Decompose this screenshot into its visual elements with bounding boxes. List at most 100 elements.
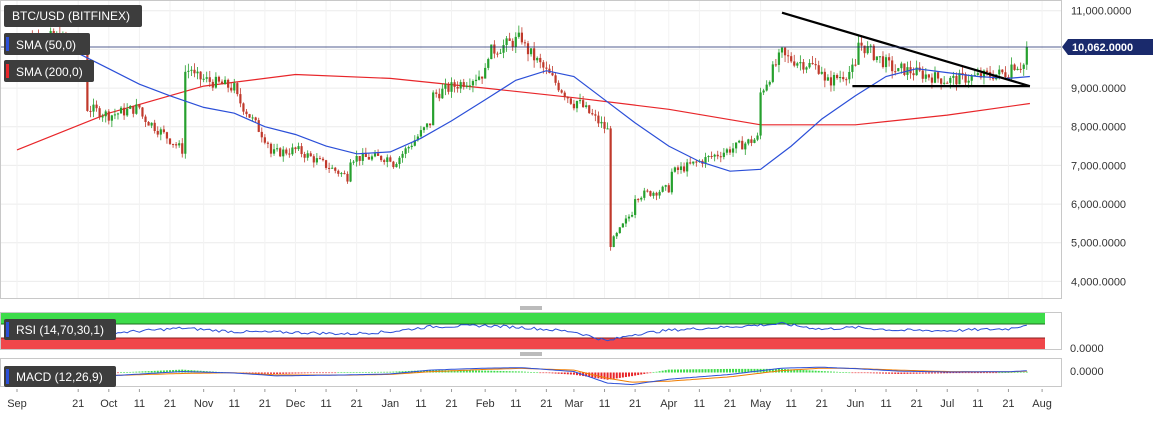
candle-body xyxy=(334,168,336,171)
macd-hist-bar xyxy=(613,373,615,379)
candle-body xyxy=(812,63,814,64)
candle-body xyxy=(120,108,122,114)
sma-50-legend[interactable]: SMA (50,0) xyxy=(4,33,90,55)
candle-body xyxy=(444,84,446,89)
macd-hist-bar xyxy=(732,369,734,373)
macd-legend[interactable]: MACD (12,26,9) xyxy=(4,366,116,387)
macd-hist-bar xyxy=(307,373,309,374)
macd-hist-bar xyxy=(1026,372,1028,373)
candle-body xyxy=(652,193,654,196)
macd-hist-bar xyxy=(931,373,933,374)
candle-body xyxy=(842,77,844,79)
macd-hist-bar xyxy=(1007,372,1009,373)
macd-hist-bar xyxy=(995,373,997,374)
candle-body xyxy=(659,192,661,196)
candle-body xyxy=(288,154,290,155)
candle-body xyxy=(457,87,459,89)
candle-body xyxy=(665,185,667,187)
candle-body xyxy=(371,156,373,159)
candle-body xyxy=(441,89,443,99)
candle-body xyxy=(478,77,480,80)
macd-hist-bar xyxy=(848,372,850,373)
candle-body xyxy=(92,105,94,112)
macd-hist-bar xyxy=(368,372,370,373)
macd-hist-bar xyxy=(631,373,633,377)
candle-body xyxy=(484,68,486,79)
macd-hist-bar xyxy=(925,373,927,374)
candle-body xyxy=(818,65,820,74)
candle-body xyxy=(744,144,746,150)
macd-hist-bar xyxy=(123,372,125,373)
macd-hist-bar xyxy=(322,373,324,374)
macd-hist-bar xyxy=(301,373,303,374)
candle-body xyxy=(1010,65,1012,79)
candle-body xyxy=(805,67,807,69)
macd-hist-bar xyxy=(665,370,667,372)
macd-hist-bar xyxy=(937,373,939,374)
macd-hist-bar xyxy=(475,371,477,373)
macd-hist-bar xyxy=(992,373,994,374)
candle-body xyxy=(830,77,832,85)
macd-hist-bar xyxy=(478,371,480,373)
candle-body xyxy=(392,162,394,167)
candle-body xyxy=(860,43,862,46)
y-tick-label: 5,000.0000 xyxy=(1071,238,1126,250)
macd-hist-bar xyxy=(726,369,728,373)
macd-hist-bar xyxy=(894,373,896,374)
candle-body xyxy=(551,73,553,75)
macd-hist-bar xyxy=(867,373,869,374)
candle-body xyxy=(741,141,743,150)
price-plot-area xyxy=(1,1,1062,299)
candle-body xyxy=(294,147,296,149)
macd-hist-bar xyxy=(356,372,358,373)
candle-body xyxy=(711,156,713,157)
candle-body xyxy=(539,58,541,62)
chart-title-box[interactable]: BTC/USD (BITFINEX) xyxy=(4,5,142,27)
candle-body xyxy=(353,162,355,163)
macd-hist-bar xyxy=(570,373,572,375)
macd-hist-bar xyxy=(701,369,703,372)
macd-hist-bar xyxy=(304,373,306,374)
candle-body xyxy=(502,45,504,53)
x-tick-label: 11 xyxy=(134,398,145,410)
candle-body xyxy=(937,72,939,78)
candle-body xyxy=(934,72,936,82)
candle-body xyxy=(756,136,758,140)
candle-body xyxy=(138,104,140,107)
candle-body xyxy=(331,168,333,169)
macd-hist-bar xyxy=(567,373,569,375)
macd-hist-bar xyxy=(359,372,361,373)
macd-hist-bar xyxy=(472,370,474,372)
x-tick-label: Dec xyxy=(286,398,306,410)
candle-body xyxy=(968,81,970,83)
macd-hist-bar xyxy=(619,373,621,378)
candle-body xyxy=(178,143,180,145)
macd-hist-bar xyxy=(851,373,853,374)
candle-body xyxy=(349,163,351,182)
candle-body xyxy=(166,132,168,138)
panel-resize-handle-2[interactable] xyxy=(520,353,542,355)
candle-body xyxy=(977,73,979,75)
candle-body xyxy=(769,82,771,85)
macd-hist-bar xyxy=(545,373,547,374)
macd-hist-bar xyxy=(362,372,364,373)
candle-body xyxy=(567,97,569,98)
macd-hist-bar xyxy=(346,372,348,373)
candle-body xyxy=(530,48,532,54)
candle-body xyxy=(610,128,612,247)
rsi-legend[interactable]: RSI (14,70,30,1) xyxy=(4,319,116,340)
macd-hist-bar xyxy=(561,373,563,374)
macd-hist-bar xyxy=(490,371,492,373)
candle-body xyxy=(518,33,520,37)
sma-200-legend[interactable]: SMA (200,0) xyxy=(4,60,94,82)
candle-body xyxy=(882,56,884,67)
candle-body xyxy=(196,72,198,74)
panel-resize-handle-1[interactable] xyxy=(520,307,542,309)
candle-body xyxy=(126,109,128,116)
candle-body xyxy=(1023,65,1025,69)
candle-body xyxy=(411,146,413,147)
macd-hist-bar xyxy=(659,371,661,372)
macd-hist-bar xyxy=(325,373,327,374)
candle-body xyxy=(674,167,676,171)
x-tick-label: Jul xyxy=(940,398,954,410)
